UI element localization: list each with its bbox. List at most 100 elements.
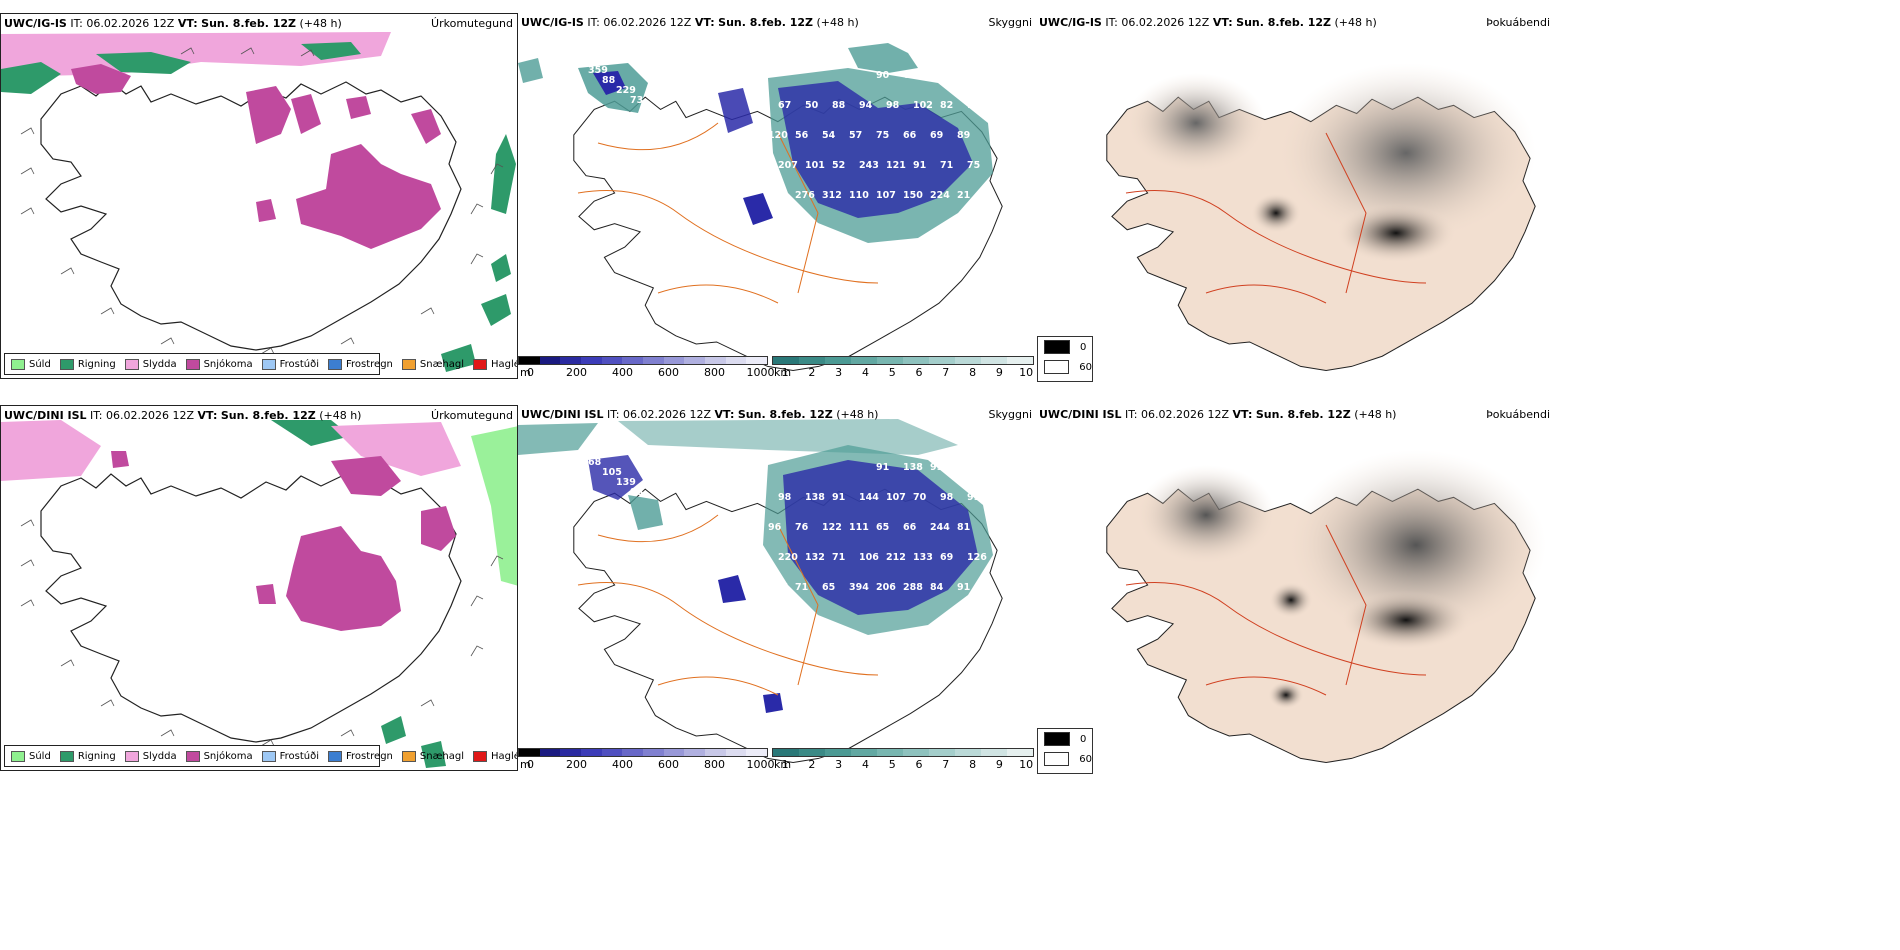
visibility-value: 82	[940, 100, 953, 111]
fog-swatch-dark	[1044, 340, 1070, 354]
legend-swatch	[328, 750, 342, 762]
visibility-value: 144	[859, 492, 879, 503]
colorbar-tick: 1	[781, 758, 789, 771]
colorbar-swatch	[877, 357, 903, 364]
visibility-value: 91	[832, 492, 845, 503]
legend-item-hail: Haglél	[473, 750, 517, 762]
panel-header: UWC/DINI ISL IT: 06.02.2026 12Z VT: Sun.…	[4, 409, 362, 422]
visibility-value: 91	[876, 462, 889, 473]
panel-header: UWC/IG-IS IT: 06.02.2026 12Z VT: Sun. 8.…	[1039, 16, 1377, 29]
colorbar-swatch	[643, 749, 664, 756]
visibility-value: 50	[805, 100, 819, 111]
visibility-value: 76	[795, 522, 809, 533]
legend-swatch	[11, 750, 25, 762]
legend-item-snow: Snjókoma	[185, 750, 253, 762]
colorbar-tick: 1000	[746, 758, 775, 771]
visibility-value: 69	[903, 70, 916, 81]
legend-swatch	[261, 750, 276, 762]
visibility-value: 73	[630, 95, 643, 106]
colorbar-swatch	[825, 749, 851, 756]
visibility-value: 94	[859, 100, 873, 111]
visibility-value: 101	[805, 160, 825, 171]
colorbar-labels: km 1 2 3 4 5 6 7 8 9 10	[772, 757, 1034, 771]
legend-swatch	[185, 358, 200, 370]
legend-item-freezing-rain: Frostregn	[328, 750, 393, 762]
colorbar-tick: 10	[1019, 758, 1034, 771]
colorbar-tick: 200	[566, 758, 587, 771]
colorbar-swatch	[955, 357, 981, 364]
legend-item-rain: Rigning	[59, 358, 116, 370]
legend-swatch	[473, 358, 488, 370]
colorbar-tick: 600	[658, 758, 679, 771]
visibility-value: 98	[940, 492, 954, 503]
visibility-value: 70	[913, 492, 927, 503]
visibility-value: 98	[630, 487, 644, 498]
visibility-value: 88	[832, 100, 846, 111]
colorbar-swatches	[518, 356, 768, 365]
legend-swatch	[185, 750, 200, 762]
fog-map	[1106, 450, 1546, 764]
visibility-value: 229	[616, 85, 636, 96]
colorbar-unit: m	[520, 758, 531, 771]
visibility-value: 84	[930, 582, 944, 593]
colorbar-swatch	[560, 749, 582, 756]
visibility-value: 68	[588, 457, 602, 468]
colorbar-swatch	[825, 357, 851, 364]
colorbar-swatch	[955, 749, 981, 756]
fog-panel-row2: UWC/DINI ISL IT: 06.02.2026 12Z VT: Sun.…	[1036, 405, 1554, 771]
colorbar-swatch	[746, 749, 768, 756]
visibility-value: 110	[849, 190, 869, 201]
visibility-value: 57	[849, 130, 862, 141]
legend-swatch	[124, 358, 139, 370]
colorbar-swatch	[929, 357, 955, 364]
fog-swatch-dark	[1044, 732, 1070, 746]
visibility-value: 99	[967, 492, 980, 503]
colorbar-swatch	[903, 749, 929, 756]
colorbar-unit: km	[774, 758, 792, 771]
visibility-value: 105	[602, 467, 622, 478]
visibility-value: 91	[957, 582, 970, 593]
visibility-value: 288	[903, 582, 923, 593]
panel-title: Skyggni	[988, 408, 1032, 421]
colorbar-unit: m	[520, 366, 531, 379]
legend-item-hail: Haglél	[473, 358, 517, 370]
colorbar-swatch	[746, 357, 768, 364]
fog-legend: 0 60	[1037, 336, 1093, 382]
colorbar-swatches	[518, 748, 768, 757]
visibility-value: 56	[795, 130, 809, 141]
panel-header: UWC/IG-IS IT: 06.02.2026 12Z VT: Sun. 8.…	[521, 16, 859, 29]
colorbar-swatch	[903, 357, 929, 364]
colorbar-swatch	[725, 749, 747, 756]
colorbar-swatch	[773, 749, 799, 756]
legend-item-snow-pellets: Snæhagl	[401, 358, 464, 370]
visibility-value: 106	[859, 552, 879, 563]
visibility-value: 99	[930, 462, 943, 473]
visibility-value: 220	[778, 552, 798, 563]
colorbar-swatch	[560, 357, 582, 364]
visibility-value: 132	[805, 552, 825, 563]
colorbar-swatches	[772, 356, 1034, 365]
visibility-colorbar-km: km 1 2 3 4 5 6 7 8 9 10	[772, 748, 1034, 771]
fog-swatch-light	[1044, 752, 1070, 766]
fog-swatch-light	[1044, 360, 1070, 374]
visibility-value: 394	[849, 582, 869, 593]
visibility-value: 243	[859, 160, 879, 171]
visibility-value: 48	[957, 70, 971, 81]
colorbar-tick: 9	[995, 758, 1003, 771]
fog-legend: 0 60	[1037, 728, 1093, 774]
legend-swatch	[261, 358, 276, 370]
visibility-value: 139	[616, 477, 636, 488]
panel-title: Úrkomutegund	[431, 17, 513, 30]
visibility-value: 66	[903, 522, 917, 533]
colorbar-tick: 0	[527, 758, 534, 771]
colorbar-tick: 5	[888, 366, 896, 379]
panel-header: UWC/DINI ISL IT: 06.02.2026 12Z VT: Sun.…	[1039, 408, 1397, 421]
panel-title: Úrkomutegund	[431, 409, 513, 422]
colorbar-swatch	[1007, 749, 1033, 756]
visibility-value: 120	[768, 130, 788, 141]
visibility-value: 96	[768, 522, 782, 533]
precip-type-panel-row1: UWC/IG-IS IT: 06.02.2026 12Z VT: Sun. 8.…	[0, 13, 518, 379]
